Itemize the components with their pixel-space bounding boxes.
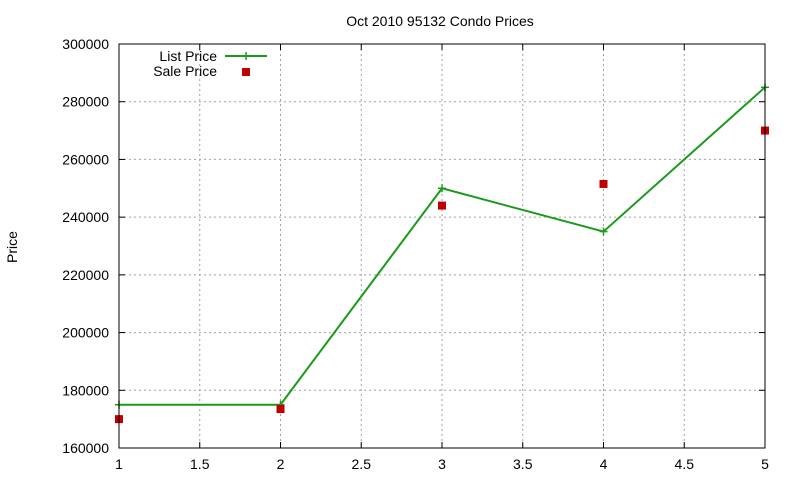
y-tick-label: 240000 [62,209,109,225]
x-tick-label: 4.5 [675,456,695,472]
list-price-point [438,184,446,193]
sale-price-point [276,405,285,414]
x-tick-label: 3.5 [513,456,533,472]
plot-frame [118,43,766,449]
x-tick-labels: 1 1.5 2 2.5 3 3.5 4 4.5 5 [115,456,769,472]
x-tick-label: 2 [277,456,285,472]
y-axis-label: Price [4,231,20,263]
gridlines [119,44,765,448]
x-tick-label: 1 [115,456,123,472]
chart-title: Oct 2010 95132 Condo Prices [346,13,534,29]
y-tick-label: 160000 [62,440,109,456]
y-tick-label: 280000 [62,94,109,110]
x-tick-label: 3 [438,456,446,472]
x-tick-label: 4 [600,456,608,472]
legend: List Price Sale Price [153,48,267,79]
legend-label-sale-price: Sale Price [153,63,217,79]
y-tick-label: 220000 [62,267,109,283]
y-tick-label: 200000 [62,325,109,341]
x-tick-label: 1.5 [190,456,210,472]
y-tick-label: 260000 [62,151,109,167]
y-tick-label: 180000 [62,382,109,398]
y-tick-label: 300000 [62,36,109,52]
sale-price-point [438,201,446,210]
legend-samples [225,52,267,76]
y-tick-labels: 160000 180000 200000 220000 240000 260000 2800… [62,36,109,456]
x-tick-label: 2.5 [352,456,372,472]
list-price-point [599,227,608,236]
legend-label-list-price: List Price [159,48,217,64]
legend-list-price-marker [242,52,250,60]
legend-sale-price-marker [242,68,250,76]
x-tick-label: 5 [761,456,769,472]
sale-price-point [599,179,608,188]
